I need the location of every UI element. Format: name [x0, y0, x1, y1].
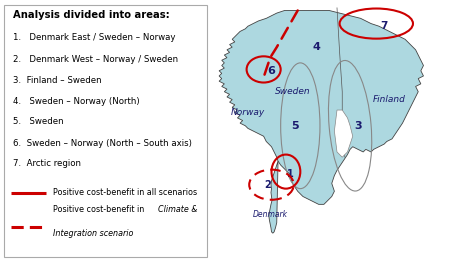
Polygon shape [219, 10, 423, 204]
Polygon shape [334, 110, 352, 157]
Text: 6.  Sweden – Norway (North – South axis): 6. Sweden – Norway (North – South axis) [13, 139, 191, 148]
Text: Denmark: Denmark [252, 210, 287, 219]
Text: Positive cost-benefit in: Positive cost-benefit in [53, 205, 146, 214]
Text: Sweden: Sweden [274, 87, 310, 96]
Text: Integration scenario: Integration scenario [53, 229, 133, 238]
Text: Finland: Finland [372, 95, 405, 104]
FancyBboxPatch shape [4, 5, 206, 257]
Polygon shape [268, 161, 277, 233]
Text: 2.   Denmark West – Norway / Sweden: 2. Denmark West – Norway / Sweden [13, 55, 177, 64]
Text: Analysis divided into areas:: Analysis divided into areas: [13, 10, 169, 20]
Text: 5.   Sweden: 5. Sweden [13, 117, 63, 125]
Text: 1.   Denmark East / Sweden – Norway: 1. Denmark East / Sweden – Norway [13, 33, 175, 42]
Text: 1: 1 [286, 169, 293, 179]
Text: 3: 3 [353, 121, 361, 131]
Text: 2: 2 [263, 180, 270, 190]
Text: Positive cost-benefit in all scenarios: Positive cost-benefit in all scenarios [53, 188, 196, 197]
Text: 6: 6 [267, 66, 275, 76]
Text: Climate &: Climate & [158, 205, 197, 214]
Text: 4: 4 [312, 42, 319, 52]
Text: 5: 5 [291, 121, 298, 131]
Text: 4.   Sweden – Norway (North): 4. Sweden – Norway (North) [13, 97, 139, 106]
Text: 3.  Finland – Sweden: 3. Finland – Sweden [13, 76, 101, 85]
Text: Norway: Norway [230, 108, 264, 117]
Text: 7: 7 [380, 21, 387, 31]
Text: 7.  Arctic region: 7. Arctic region [13, 159, 81, 167]
